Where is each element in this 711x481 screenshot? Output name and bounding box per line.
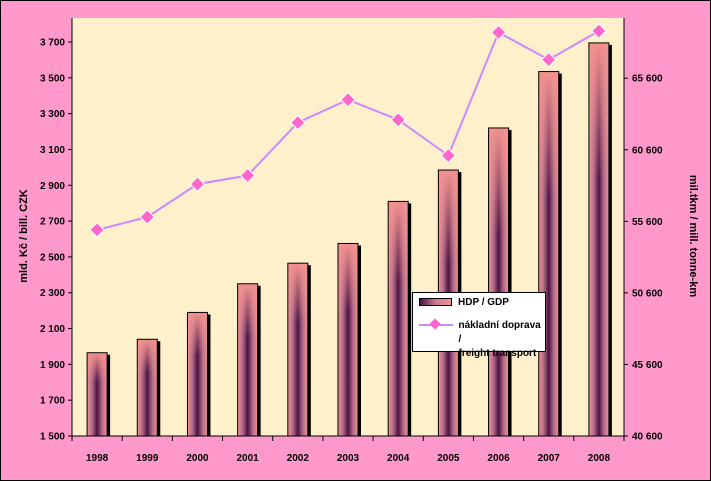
freight-marker — [440, 147, 457, 164]
bar-highlight — [388, 201, 409, 436]
legend-label-freight-2: freight transport — [458, 348, 537, 359]
y-tick-label-left: 1 900 — [40, 360, 65, 371]
x-tick-label: 2002 — [287, 453, 310, 464]
y-tick-label-right: 55 600 — [632, 217, 663, 228]
freight-marker — [490, 24, 507, 41]
y-tick-label-right: 60 600 — [632, 145, 663, 156]
bar-shadow — [358, 245, 361, 436]
y-tick-label-left: 3 300 — [40, 109, 65, 120]
y-tick-label-right: 65 600 — [632, 74, 663, 85]
bar-shadow — [207, 314, 211, 436]
y-tick-label-left: 1 500 — [40, 432, 65, 443]
bar-highlight — [287, 263, 308, 436]
freight-marker — [591, 23, 607, 39]
bar-shadow — [257, 285, 261, 436]
legend-item-gdp: HDP / GDP — [419, 296, 509, 310]
y-tick-label-right: 45 600 — [632, 360, 663, 371]
bar — [86, 352, 111, 437]
y-tick-label-left: 2 900 — [40, 181, 65, 192]
y-tick-label-left: 3 100 — [40, 145, 65, 156]
bar — [237, 283, 261, 437]
bar-highlight — [87, 352, 108, 436]
bar — [287, 262, 311, 437]
bar-highlight — [488, 127, 509, 437]
freight-marker — [540, 51, 557, 68]
diamond-marker-icon — [429, 318, 441, 330]
y-tick-label-right: 50 600 — [632, 288, 663, 299]
bar-highlight — [137, 339, 158, 436]
freight-marker — [390, 111, 406, 128]
bar-highlight — [187, 312, 208, 436]
bar-highlight — [237, 283, 258, 436]
legend: HDP / GDP nákladní doprava / freight tra… — [412, 292, 546, 359]
freight-marker — [290, 114, 306, 131]
y-tick-label-right: 40 600 — [632, 432, 663, 443]
bar-shadow — [508, 129, 512, 437]
y-tick-label-left: 1 700 — [40, 396, 65, 407]
freight-marker — [89, 222, 105, 238]
bar-shadow — [157, 341, 161, 436]
x-tick-label: 2001 — [237, 453, 260, 464]
x-tick-label: 1998 — [86, 453, 109, 464]
y-tick-label-left: 3 700 — [40, 38, 65, 49]
y-tick-label-left: 3 500 — [40, 73, 65, 84]
freight-marker — [340, 91, 356, 108]
bar-shadow — [408, 203, 412, 436]
y-axis-right-label: mil.tkm / mill. tonne-km — [687, 175, 699, 297]
bar-shadow — [107, 354, 111, 436]
x-tick-label: 1999 — [136, 453, 159, 464]
legend-bar-swatch — [419, 298, 452, 306]
freight-marker — [189, 176, 206, 192]
y-tick-label-left: 2 300 — [40, 288, 65, 299]
y-tick-label-left: 2 500 — [40, 252, 65, 263]
x-tick-label: 2000 — [186, 453, 209, 464]
legend-item-freight: nákladní doprava / freight transport — [419, 318, 545, 361]
x-tick-label: 2005 — [437, 453, 460, 464]
x-tick-label: 2003 — [337, 453, 360, 464]
bar-highlight — [338, 243, 358, 436]
legend-label-gdp: HDP / GDP — [458, 297, 509, 308]
bar — [337, 242, 361, 437]
bar — [136, 338, 161, 437]
x-tick-label: 2008 — [588, 453, 611, 464]
x-tick-label: 2004 — [387, 453, 410, 464]
y-tick-label-left: 2 100 — [40, 324, 65, 335]
bar — [588, 42, 612, 437]
y-axis-left-label: mld. Kč / bill. CZK — [18, 189, 30, 283]
bar-highlight — [588, 42, 609, 437]
legend-label-freight-1: nákladní doprava / — [458, 320, 541, 345]
bar — [538, 71, 562, 437]
x-tick-label: 2006 — [487, 453, 510, 464]
bar-shadow — [608, 44, 612, 437]
legend-line-swatch — [419, 318, 453, 331]
x-tick-label: 2007 — [538, 453, 561, 464]
bar — [488, 127, 512, 437]
bar-shadow — [307, 265, 311, 436]
y-tick-label-left: 2 700 — [40, 217, 65, 228]
bar-shadow — [558, 73, 562, 437]
bar — [186, 311, 211, 437]
freight-marker — [239, 167, 256, 184]
freight-marker — [139, 209, 156, 225]
bar-highlight — [538, 71, 559, 437]
bar — [387, 200, 412, 437]
